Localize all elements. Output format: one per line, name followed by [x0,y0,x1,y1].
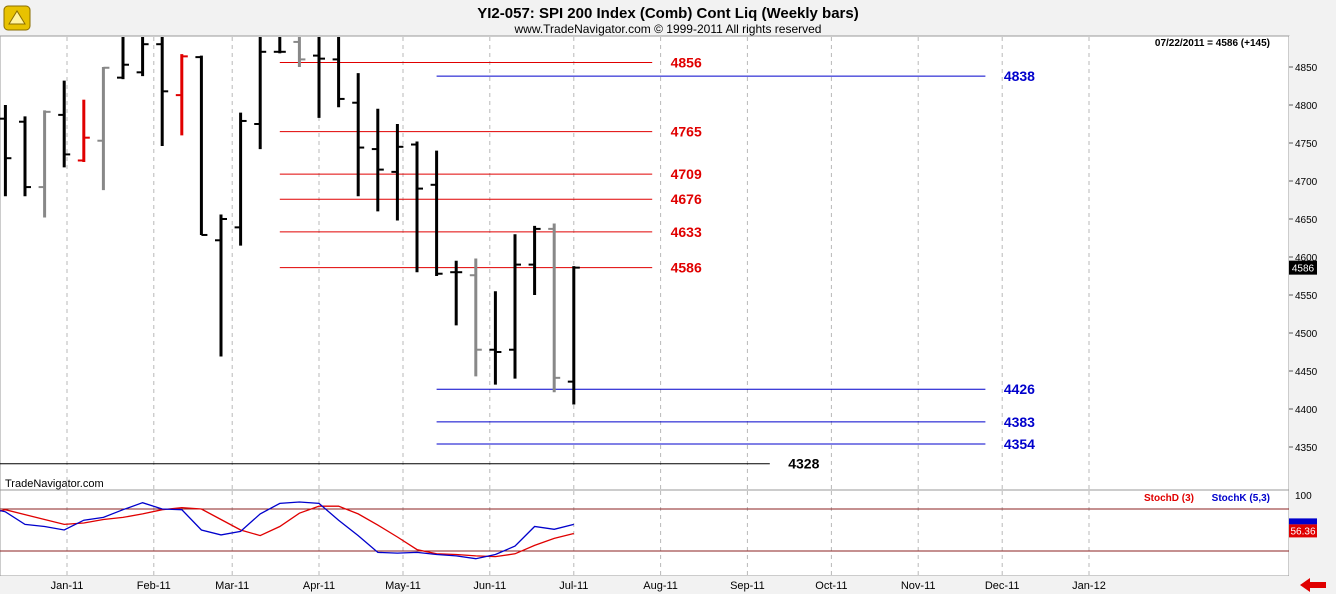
series-line-stochd [0,505,574,558]
ohlc-bar [77,99,90,162]
chart-title: YI2-057: SPI 200 Index (Comb) Cont Liq (… [477,5,858,22]
stoch-value-label: 56.36 [1290,526,1315,537]
level-label-4328: 4328 [788,456,819,472]
y-tick-label: 4700 [1295,177,1318,188]
ohlc-bar [528,225,541,295]
y-tick-label: 4750 [1295,139,1318,150]
last-price-marker [1289,260,1317,275]
axis-markers: 4586 56.36 [1289,260,1317,538]
stochastic-lines [0,501,1289,560]
y-tick-label: 4850 [1295,63,1318,74]
x-tick-label: Feb-11 [137,580,171,592]
level-label-4354: 4354 [1004,436,1035,452]
ohlc-bar [38,110,51,218]
ohlc-bar [273,37,286,54]
x-tick-label: May-11 [385,580,421,592]
y-tick-label: 4600 [1295,253,1318,264]
y-tick-label: 4400 [1295,405,1318,416]
x-tick-label: Apr-11 [303,580,335,592]
y-tick-label: 4450 [1295,367,1318,378]
price-bars [0,37,580,405]
ohlc-bar [97,66,110,191]
trade-navigator-logo-icon[interactable] [3,5,31,31]
date-x-axis: Jan-11 Feb-11 Mar-11 Apr-11 May-11 Jun-11 Jul-… [51,580,1106,592]
ohlc-bar [371,108,384,212]
ohlc-bar [332,37,345,108]
ohlc-bar [450,260,463,326]
x-tick-label: Oct-11 [815,580,847,592]
grid [66,37,1090,576]
ohlc-bar [313,37,325,118]
ohlc-bar [175,54,188,136]
ohlc-bar [117,37,129,80]
ohlc-bar [254,37,267,150]
legend-stochd: StochD (3) [1144,493,1194,504]
stoch-y-tick-label: 100 [1295,491,1312,502]
ohlc-bar [352,73,365,197]
x-tick-label: Jun-11 [473,580,506,592]
ohlc-bar [215,214,227,357]
level-label-4709: 4709 [671,166,702,182]
stochk-marker [1289,518,1317,525]
ohlc-bar [411,141,423,273]
level-lines: 4856 4765 4709 4676 4633 4586 4838 4426 4383 4354… [0,54,1035,472]
ohlc-bar [293,37,306,67]
x-tick-label: Jan-12 [1072,580,1106,592]
level-label-4676: 4676 [671,191,702,207]
y-tick-label: 4800 [1295,101,1318,112]
indicator-pane [0,489,1290,577]
x-tick-label: Aug-11 [643,580,678,592]
x-tick-label: Mar-11 [215,580,249,592]
x-tick-label: Jul-11 [559,580,588,592]
price-pane [0,35,1290,491]
level-label-4765: 4765 [671,124,702,140]
level-label-4838: 4838 [1004,68,1035,84]
watermark-text: TradeNavigator.com [5,478,104,490]
copyright-text: www.TradeNavigator.com © 1999-2011 All r… [514,22,822,36]
y-tick-label: 4650 [1295,215,1318,226]
ohlc-bar [391,124,404,221]
title-bar [0,0,1336,36]
ohlc-bar [19,116,31,197]
ohlc-bar [234,112,247,246]
ohlc-bar [195,55,208,236]
series-line-stochk [0,501,574,560]
ohlc-bar [0,105,12,197]
level-label-4383: 4383 [1004,414,1035,430]
ohlc-bar [136,37,149,77]
y-tick-label: 4350 [1295,443,1318,454]
x-axis-panel [0,576,1336,594]
ohlc-bar [156,37,169,147]
ohlc-bar [58,80,71,168]
scroll-left-arrow-icon[interactable] [1300,578,1326,592]
price-y-axis: 4350 4400 4450 4500 4550 4600 4650 4700 4750 4800… [1289,63,1318,502]
y-tick-label: 4500 [1295,329,1318,340]
level-label-4426: 4426 [1004,381,1035,397]
ohlc-bar [430,150,443,276]
level-label-4633: 4633 [671,224,702,240]
legend-stochk: StochK (5,3) [1212,493,1270,504]
last-bar-info: 07/22/2011 = 4586 (+145) [1155,38,1270,49]
y-tick-label: 4550 [1295,291,1318,302]
ohlc-bar [567,266,580,405]
last-price-label: 4586 [1292,264,1315,275]
level-label-4586: 4586 [671,260,702,276]
ohlc-bar [548,223,561,393]
x-tick-label: Nov-11 [901,580,936,592]
level-label-4856: 4856 [671,54,702,70]
stochd-marker [1289,524,1317,538]
x-tick-label: Sep-11 [730,580,765,592]
ohlc-bar [489,291,502,385]
ohlc-bar [469,258,482,377]
ohlc-bar [509,234,521,379]
x-tick-label: Dec-11 [985,580,1020,592]
x-tick-label: Jan-11 [51,580,84,592]
y-axis-panel [1289,36,1336,576]
